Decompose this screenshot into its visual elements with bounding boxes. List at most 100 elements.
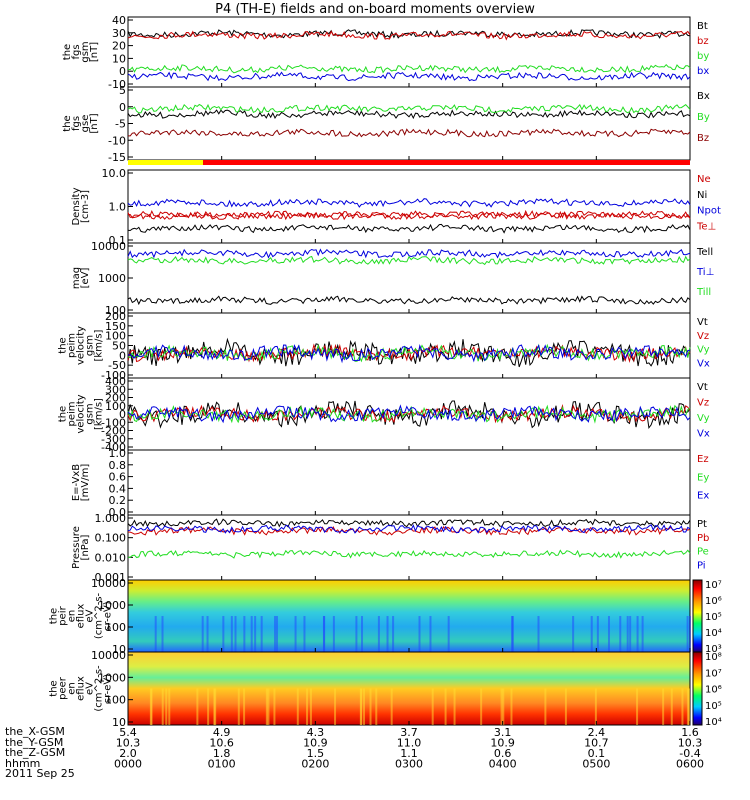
spectrogram-streak — [275, 616, 278, 652]
x-axis-value: 1.1 — [400, 747, 418, 760]
x-axis-value: 2.0 — [119, 747, 137, 760]
legend-Npot: Npot — [697, 206, 721, 217]
legend-Pb: Pb — [697, 533, 709, 544]
y-axis-label: [cm-3] — [80, 190, 91, 223]
colorbar-label: 10⁷ — [705, 668, 722, 679]
x-axis-value: 10.3 — [116, 737, 141, 750]
y-axis-label: the — [62, 44, 73, 60]
y-axis-label: [km/s] — [94, 329, 105, 361]
y-tick-label: -15 — [108, 151, 126, 164]
y-axis-label: mag — [71, 267, 82, 289]
legend-bz: bz — [697, 36, 709, 47]
colorbar-label: 10⁵ — [705, 612, 722, 623]
y-tick-label: 1.0 — [109, 201, 127, 214]
y-tick-label: 10000 — [91, 577, 126, 590]
y-tick-label: 100 — [105, 621, 126, 634]
y-tick-label: 300 — [105, 383, 126, 396]
y-axis-label: [mV/m] — [80, 464, 91, 502]
panel-frame-7 — [127, 514, 691, 581]
spectrogram-streak — [444, 688, 447, 725]
y-axis-label: the — [62, 115, 73, 131]
y-tick-label: -200 — [101, 425, 126, 438]
y-tick-label: -100 — [101, 416, 126, 429]
colorbar-label: 10⁷ — [705, 580, 722, 591]
y-tick-label: -400 — [101, 441, 126, 454]
y-tick-label: 0.1 — [109, 234, 127, 247]
spectrogram-streak — [688, 688, 691, 725]
spectrogram-streak — [207, 688, 210, 725]
y-axis-label: Density — [71, 187, 82, 225]
series-line-Bx — [127, 109, 691, 120]
y-tick-label: 0.2 — [109, 494, 127, 507]
spectrogram-streak — [537, 616, 540, 652]
spectrogram-streak — [265, 688, 268, 725]
spectrogram-streak — [500, 688, 503, 725]
legend-By: By — [697, 112, 710, 123]
x-axis-value: 10.7 — [584, 737, 609, 750]
y-axis-label: sr-eV) — [103, 674, 114, 703]
spectrogram-streak — [662, 688, 665, 725]
spectrogram-streak — [360, 688, 363, 725]
legend-Vt: Vt — [697, 317, 708, 328]
spectrogram-streak — [237, 688, 240, 725]
y-tick-label: 200 — [105, 310, 126, 323]
x-axis-value: 10.6 — [209, 737, 234, 750]
spectrogram-streak — [626, 616, 629, 652]
y-axis-label: gsm — [80, 41, 91, 62]
y-axis-label: gse — [80, 115, 91, 133]
y-axis-label: sr-eV) — [103, 601, 114, 630]
spectrogram-streak — [168, 688, 171, 725]
y-axis-label: peim — [67, 401, 78, 426]
y-tick-label: 100 — [105, 694, 126, 707]
y-tick-label: 0.010 — [95, 551, 127, 564]
y-tick-label: 0.001 — [95, 571, 127, 584]
series-line-Pt — [127, 518, 691, 528]
y-axis-label: fgs — [71, 44, 82, 59]
y-axis-label: eflux — [76, 604, 87, 629]
legend-Bx: Bx — [697, 91, 710, 102]
spectrogram-streak — [267, 688, 270, 725]
spectrogram-streak — [375, 688, 378, 725]
spectrogram-streak — [636, 616, 639, 652]
spectrogram-streak — [274, 616, 277, 652]
spectrogram-streak — [686, 616, 689, 652]
panel-frame-8 — [127, 579, 691, 653]
spectrogram-streak — [670, 688, 673, 725]
legend-Ex: Ex — [697, 491, 709, 502]
legend-Pt: Pt — [697, 519, 707, 530]
spectrogram-streak — [447, 616, 450, 652]
legend-Ey: Ey — [697, 472, 709, 483]
spectrogram-streak — [511, 616, 514, 652]
y-axis-label: (cm^2-s- — [94, 592, 105, 639]
y-axis-label: en — [67, 682, 78, 695]
footer-labels: the_X-GSM the_Y-GSM the_Z-GSM hhmm 2011 … — [5, 726, 75, 780]
y-tick-label: 100 — [105, 304, 126, 317]
legend-Vz: Vz — [697, 398, 709, 409]
x-axis-value: 2.4 — [588, 726, 606, 739]
y-tick-label: 10000 — [91, 649, 126, 662]
colorbar-label: 10³ — [705, 644, 722, 655]
y-axis-label: the — [58, 337, 69, 353]
x-axis-value: 1.6 — [681, 726, 699, 739]
x-axis-value: 1.5 — [307, 747, 325, 760]
spectrogram-streak — [641, 616, 644, 652]
y-tick-label: 100 — [105, 400, 126, 413]
y-axis-label: the — [49, 608, 60, 624]
spectrogram-streak — [309, 688, 312, 725]
y-tick-label: 150 — [105, 320, 126, 333]
legend-by: by — [697, 51, 709, 62]
y-tick-label: 0 — [119, 65, 126, 78]
series-line-Pe — [128, 549, 691, 559]
y-axis-label: eV — [85, 682, 96, 695]
y-axis-label: en — [67, 610, 78, 623]
y-axis-label: gsm — [85, 403, 96, 424]
legend-Vy: Vy — [697, 413, 710, 424]
spectrogram-streak — [502, 688, 505, 725]
spectrogram-streak — [154, 616, 157, 652]
legend-Till: Till — [696, 287, 711, 298]
series-line-Npot — [127, 198, 691, 208]
y-tick-label: 10.0 — [102, 167, 127, 180]
y-tick-label: -10 — [108, 134, 126, 147]
panel-frame-4 — [127, 312, 691, 379]
